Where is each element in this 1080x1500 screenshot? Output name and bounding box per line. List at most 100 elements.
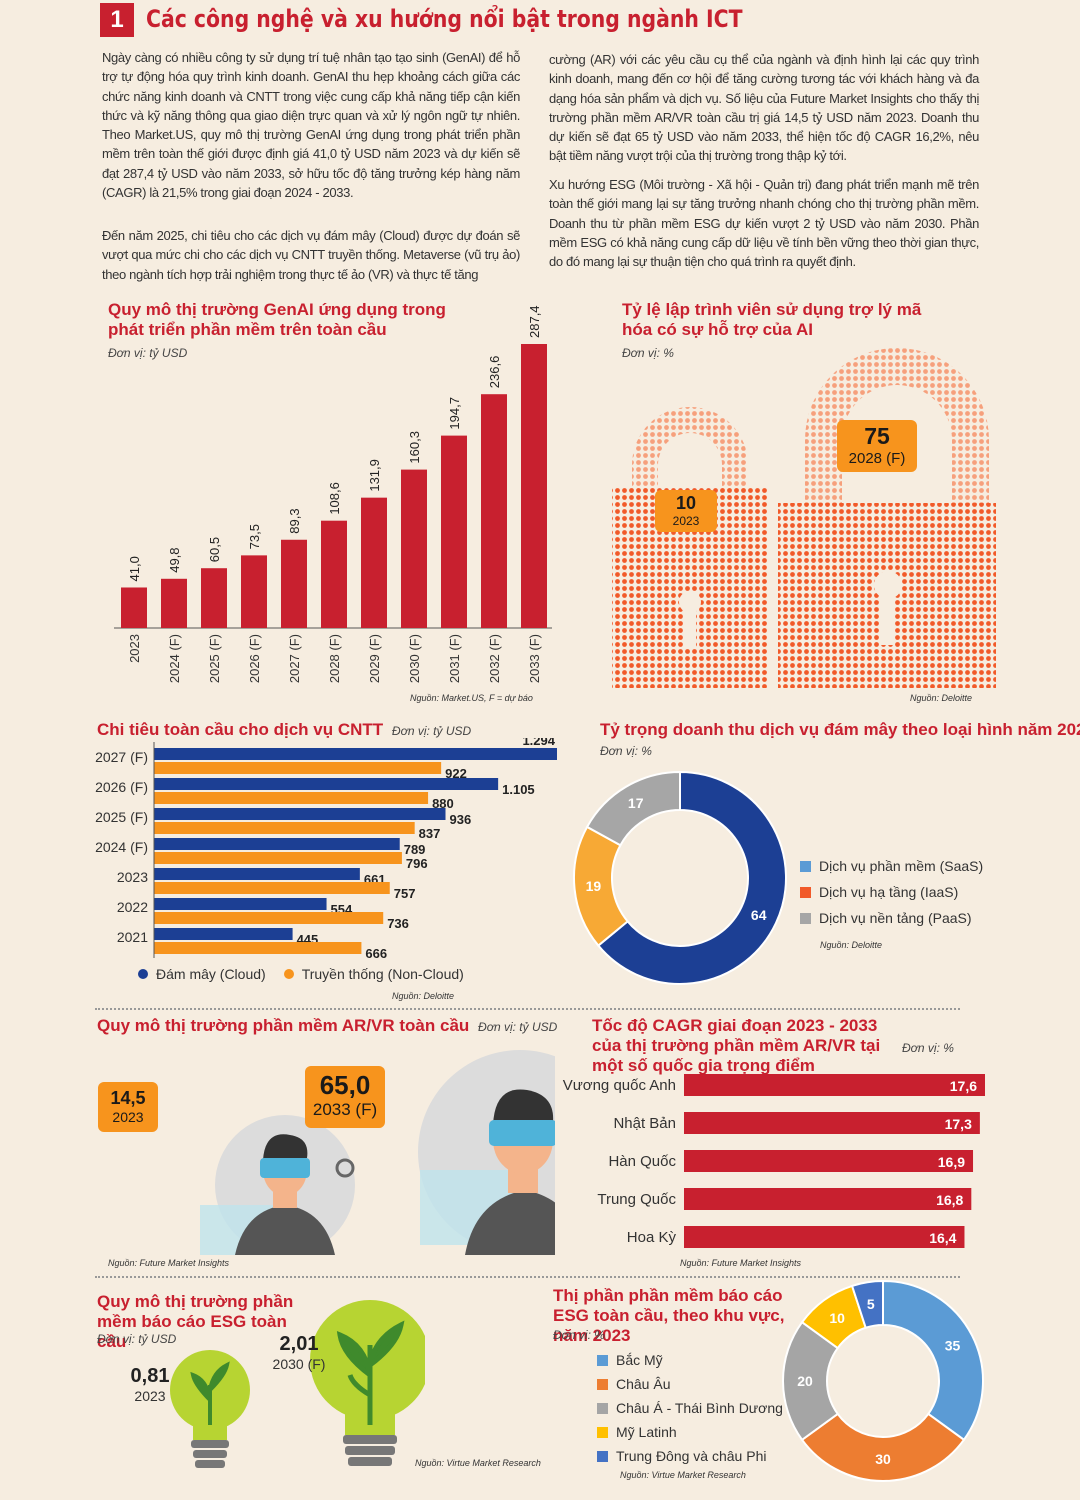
legend-noncloud: Truyền thống (Non-Cloud) [283,966,464,982]
arvr-illustration [200,1050,555,1255]
genai-tick-label: 2029 (F) [367,634,382,683]
it-spend-category-label: 2026 (F) [95,779,148,795]
cagr-bar-chart: Vương quốc Anh 17,6 Nhật Bản 17,3 Hàn Quốc 16… [563,1074,985,1248]
cloud-donut-chart: 64 19 17 [573,770,787,985]
genai-data-label: 131,9 [367,459,382,492]
it-spend-source: Nguồn: Deloitte [392,991,455,1001]
it-spend-bar [154,822,415,834]
it-spend-bar [154,808,446,820]
genai-bar [121,587,147,628]
esg-share-slice [882,1279,984,1442]
cagr-bar [684,1112,980,1134]
it-spend-category-label: 2023 [117,869,148,885]
esg-share-slice [800,1412,966,1482]
esg-share-slice-label: 5 [867,1296,875,1312]
it-spend-data-label: 837 [419,826,441,841]
lock-infographic [612,348,996,688]
it-spend-data-label: 922 [445,766,467,781]
it-spend-bar [154,912,384,924]
genai-bar [441,435,467,628]
genai-data-label: 41,0 [127,556,142,581]
cloud-share-legend: Dịch vụ phần mềm (SaaS) Dịch vụ hạ tầng … [800,858,983,926]
genai-bar [521,344,547,628]
esg-share-slice-label: 20 [797,1373,813,1389]
intro-left-paragraph-1: Ngày càng có nhiều công ty sử dụng trí t… [102,50,520,201]
it-spend-category-label: 2027 (F) [95,749,148,765]
cagr-unit: Đơn vị: % [902,1041,954,1055]
it-spend-bar [154,852,402,864]
intro-left-paragraph-2: Đến năm 2025, chi tiêu cho các dịch vụ đ… [102,228,520,282]
legend-chau-au: Châu Âu [597,1376,783,1392]
genai-bar [481,394,507,628]
page-title: Các công nghệ và xu hướng nổi bật trong … [146,5,743,33]
legend-trung-dong: Trung Đông và châu Phi [597,1448,783,1464]
it-spend-category-label: 2025 (F) [95,809,148,825]
separator-2 [95,1276,960,1278]
lock-chart-title: Tỷ lệ lập trình viên sử dụng trợ lý mã h… [622,300,922,339]
genai-tick-label: 2030 (F) [407,634,422,683]
genai-data-label: 194,7 [447,397,462,430]
separator-1 [95,1008,960,1010]
lock-value-2028: 75 2028 (F) [837,420,917,472]
esg-value-2030: 2,01 2030 (F) [272,1333,326,1372]
cloud-share-title: Tỷ trọng doanh thu dịch vụ đám mây theo … [600,720,1080,739]
it-spend-title: Chi tiêu toàn cầu cho dịch vụ CNTT Đơn v… [97,720,472,739]
it-spend-data-label: 880 [432,796,454,811]
it-spend-legend: Đám mây (Cloud) Truyền thống (Non-Cloud) [138,966,464,982]
cagr-source: Nguồn: Future Market Insights [680,1258,802,1268]
genai-data-label: 236,6 [487,356,502,389]
esg-share-legend: Bắc Mỹ Châu Âu Châu Á - Thái Bình Dương … [597,1352,783,1464]
genai-data-label: 49,8 [167,547,182,572]
legend-chau-a: Châu Á - Thái Bình Dương [597,1400,783,1416]
legend-bac-my: Bắc Mỹ [597,1352,783,1368]
genai-data-label: 73,5 [247,524,262,549]
cloud-slice [596,770,787,985]
genai-data-label: 108,6 [327,482,342,515]
it-spend-data-label: 936 [450,812,472,827]
cloud-slice-label: 19 [586,878,602,894]
legend-iaas: Dịch vụ hạ tầng (IaaS) [800,884,983,900]
genai-data-label: 160,3 [407,431,422,464]
genai-tick-label: 2033 (F) [527,634,542,683]
lock-chart-source: Nguồn: Deloitte [910,693,973,703]
genai-bar [321,520,347,628]
it-spend-bar [154,868,360,880]
cagr-bar [684,1188,972,1210]
cagr-title: Tốc độ CAGR giai đoạn 2023 - 2033 của th… [592,1016,881,1075]
genai-chart-title: Quy mô thị trường GenAI ứng dụng trong p… [108,300,446,339]
cloud-share-unit: Đơn vị: % [600,744,652,758]
section-number: 1 [100,3,134,37]
cloud-slice-label: 64 [751,907,767,923]
arvr-value-2033: 65,0 2033 (F) [305,1066,385,1128]
cagr-bar [684,1226,965,1248]
small-bulb-icon [170,1350,250,1468]
it-spend-data-label: 789 [404,842,426,857]
it-spend-data-label: 666 [365,946,387,961]
it-spend-bar [154,778,499,790]
cagr-data-label: 16,9 [938,1154,965,1170]
genai-chart-source: Nguồn: Market.US, F = dự báo [410,693,533,703]
genai-chart-unit: Đơn vị: tỷ USD [108,346,188,360]
genai-bar [161,578,187,628]
it-spend-bar [154,762,442,774]
intro-right-paragraph-2: Xu hướng ESG (Môi trường - Xã hội - Quản… [549,177,979,270]
it-spend-unit: Đơn vị: tỷ USD [391,724,472,738]
it-spend-data-label: 1.105 [502,782,535,797]
lock-chart-unit: Đơn vị: % [622,346,674,360]
cloud-slice-label: 17 [628,795,644,811]
it-spend-data-label: 796 [406,856,428,871]
it-spend-category-label: 2024 (F) [95,839,148,855]
it-spend-bar [154,792,429,804]
esg-source: Nguồn: Virtue Market Research [415,1458,541,1468]
genai-tick-label: 2028 (F) [327,634,342,683]
genai-tick-label: 2023 [127,634,142,663]
esg-bulbs-illustration [170,1300,425,1468]
legend-my-latinh: Mỹ Latinh [597,1424,783,1440]
vr-person-large-icon [418,1050,555,1255]
large-bulb-icon [310,1300,425,1466]
genai-bar [361,497,387,628]
genai-data-label: 60,5 [207,537,222,562]
genai-tick-label: 2024 (F) [167,634,182,683]
it-spend-data-label: 736 [387,916,409,931]
it-spend-bar [154,942,362,954]
